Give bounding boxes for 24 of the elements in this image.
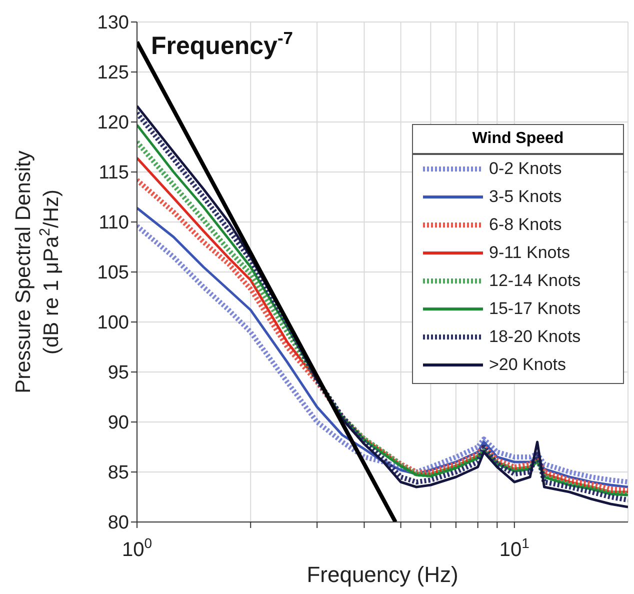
y-tick-label: 125	[97, 62, 129, 84]
legend-label: 15-17 Knots	[489, 298, 581, 318]
x-tick-label: 10$^{1}$	[499, 535, 530, 561]
y-tick-label: 95	[108, 362, 129, 384]
legend-label: >20 Knots	[489, 354, 566, 374]
y-tick-label: 130	[97, 12, 129, 34]
legend-label: 9-11 Knots	[489, 242, 570, 262]
y-tick-label: 85	[108, 462, 129, 484]
legend-title: Wind Speed	[472, 130, 564, 147]
y-tick-label: 120	[97, 112, 129, 134]
y-tick-label: 115	[98, 162, 129, 184]
legend-label: 18-20 Knots	[489, 326, 581, 346]
y-tick-label: 80	[108, 512, 129, 534]
legend-label: 12-14 Knots	[489, 270, 581, 290]
y-tick-label: 90	[108, 412, 129, 434]
y-tick-label: 100	[97, 312, 129, 334]
annotation: Frequency$^{-7}$	[151, 28, 293, 60]
y-tick-label: 105	[97, 262, 129, 284]
x-tick-label: 10$^{0}$	[122, 535, 152, 561]
legend-label: 0-2 Knots	[489, 158, 562, 178]
legend-label: 3-5 Knots	[489, 186, 562, 206]
legend-label: 6-8 Knots	[489, 214, 562, 234]
x-axis-title: Frequency (Hz)	[306, 562, 458, 587]
y-tick-label: 110	[98, 212, 129, 234]
